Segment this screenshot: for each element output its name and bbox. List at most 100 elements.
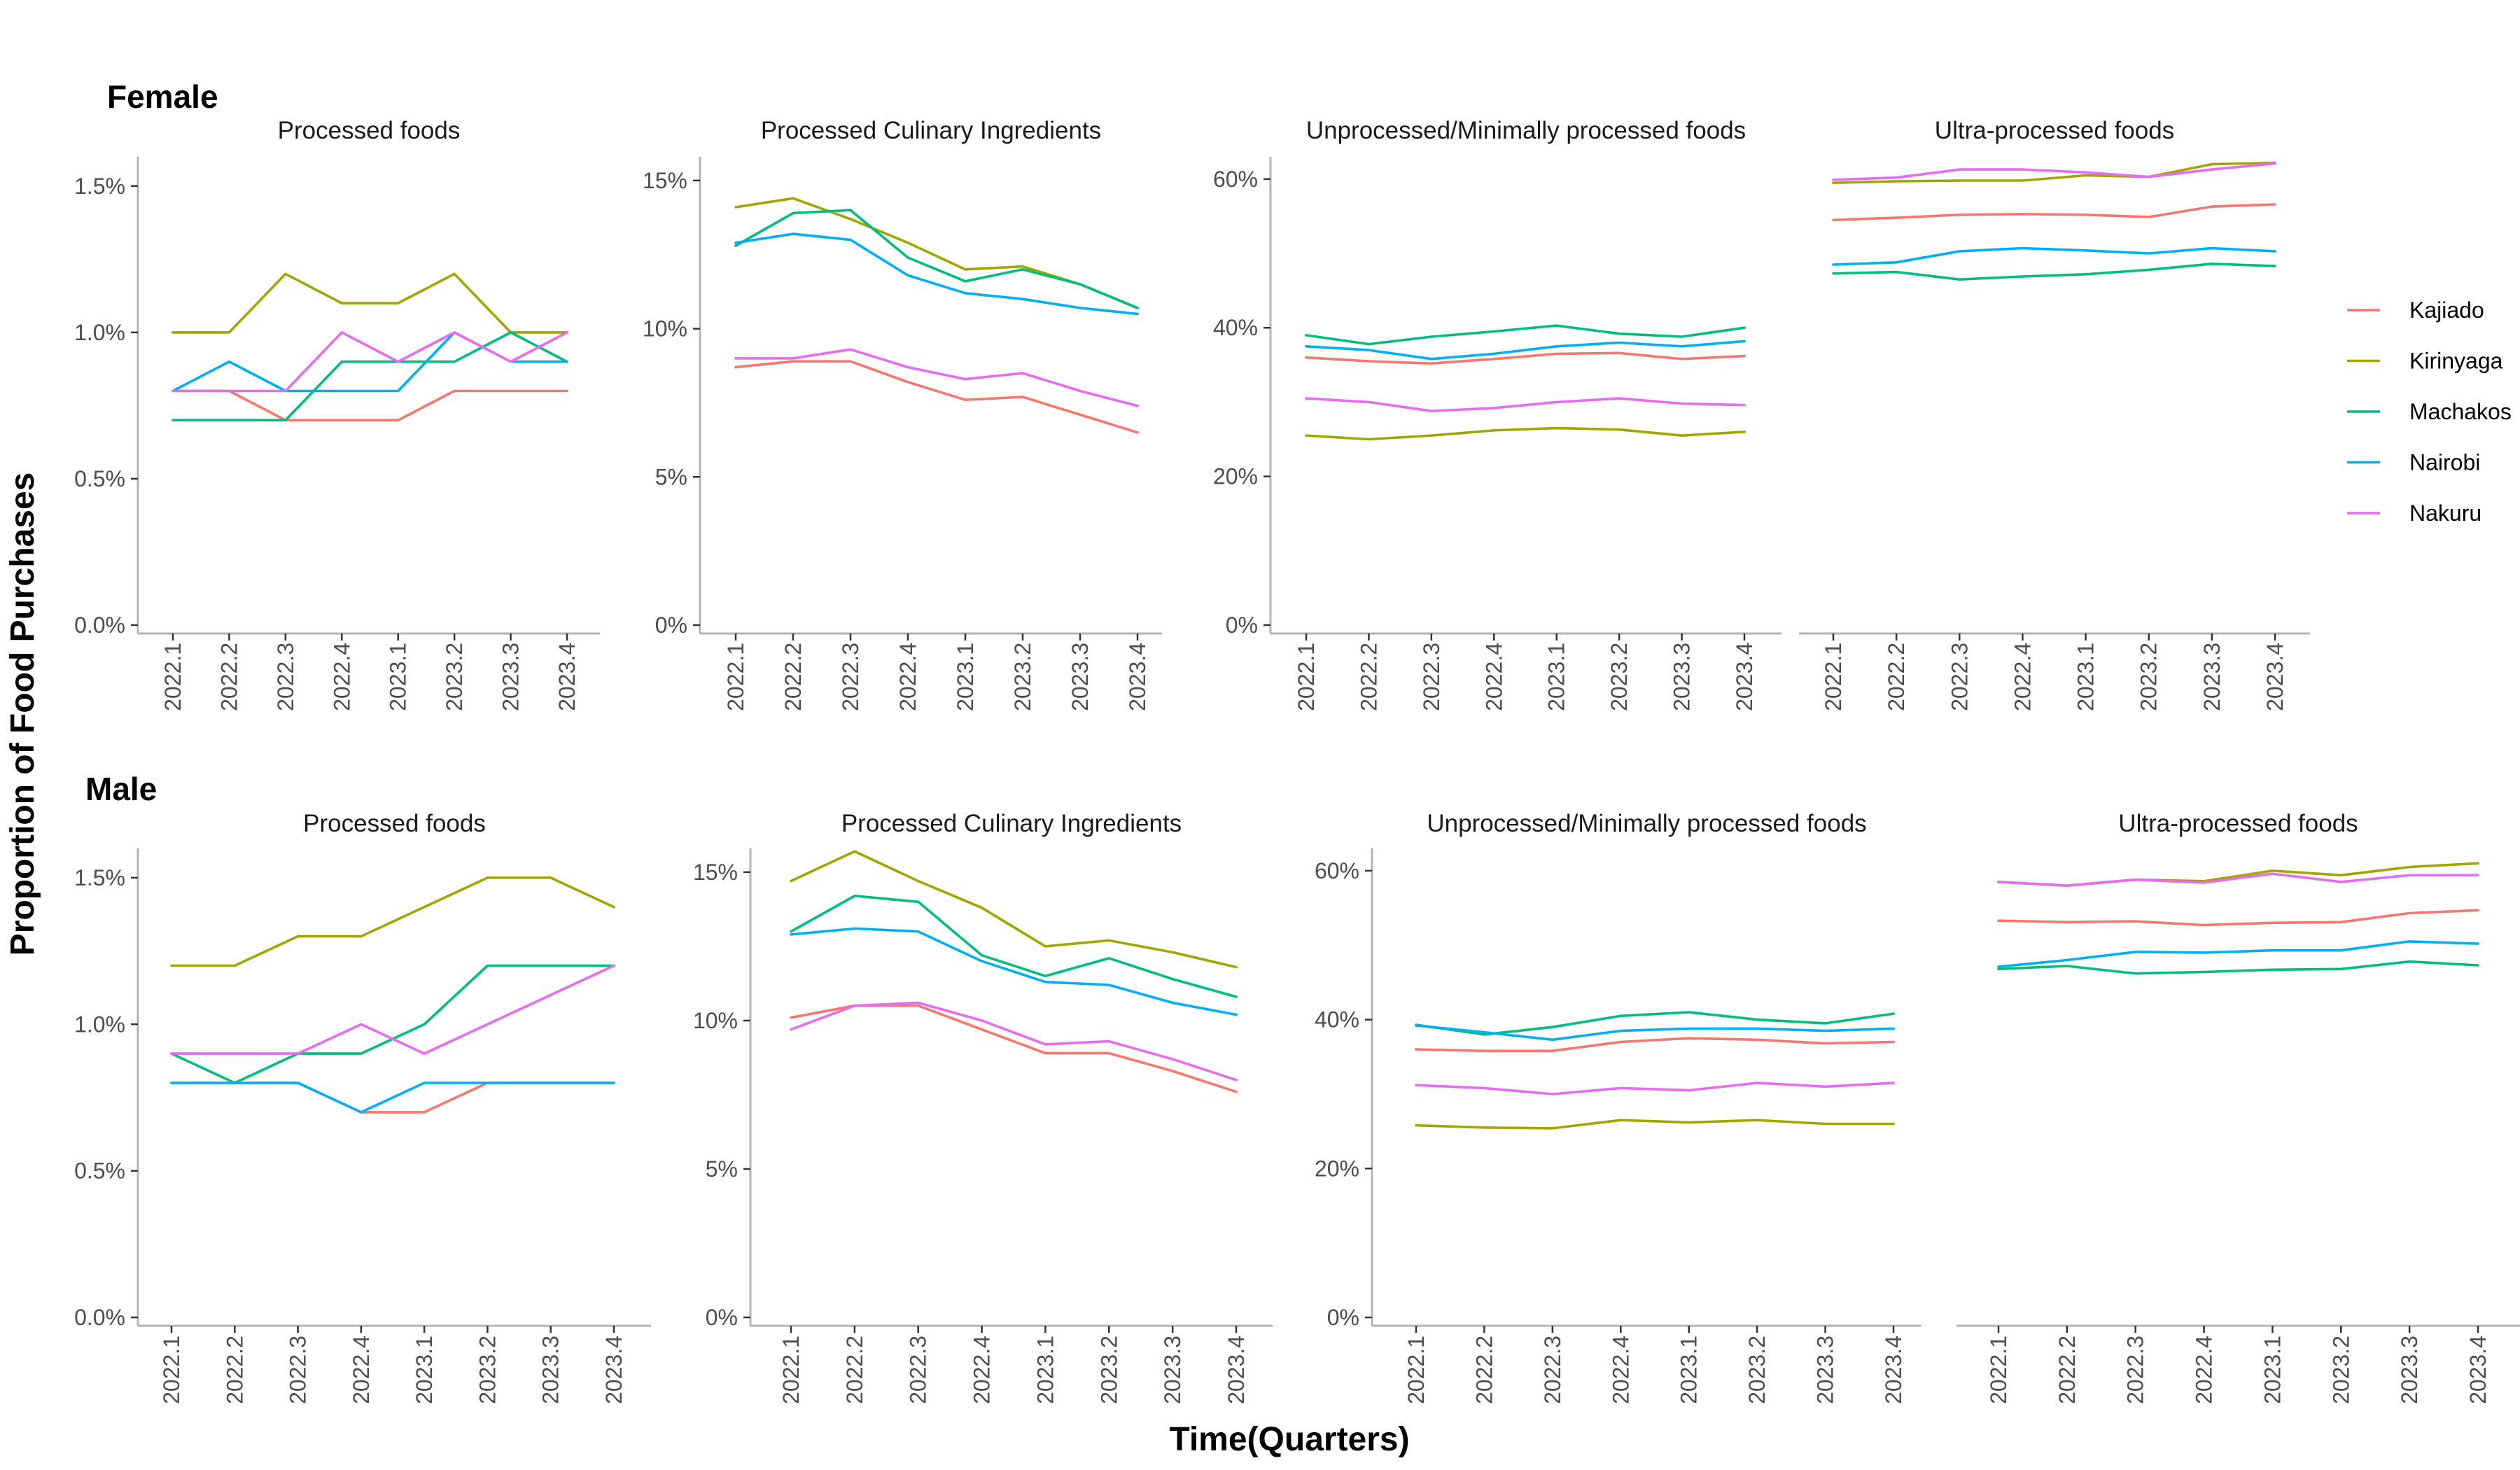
x-tick-label: 2023.2 [1744, 1336, 1770, 1404]
x-tick-label: 2022.3 [1540, 1336, 1565, 1404]
panel-female-2: Processed Culinary Ingredients 0% 5% 10% 15%… [643, 117, 1162, 711]
panel-title: Processed foods [278, 117, 461, 144]
legend-label-kajiado: Kajiado [2409, 298, 2484, 323]
x-tick-label: 2023.2 [1096, 1336, 1121, 1404]
x-tick-label: 2022.3 [1419, 643, 1444, 711]
x-tick-label: 2022.3 [906, 1336, 931, 1404]
x-tick-label: 2022.1 [1986, 1336, 2011, 1404]
series-line-kajiado [734, 360, 1139, 434]
x-tick-label: 2023.2 [1606, 643, 1632, 711]
x-tick-label: 2022.3 [2123, 1336, 2148, 1404]
x-tick-label: 2022.2 [780, 643, 806, 711]
y-tick-label: 1.5% [74, 865, 125, 890]
x-tick-label: 2022.4 [2010, 643, 2035, 711]
series-line-nakuru [170, 964, 615, 1055]
group-label-female: Female [107, 78, 218, 115]
x-tick-label: 2022.2 [842, 1336, 867, 1404]
series-line-nairobi [1415, 1024, 1895, 1042]
y-tick-label: 0% [706, 1305, 738, 1330]
x-tick-label: 2023.2 [2328, 1336, 2353, 1404]
series-line-kirinyaga [1415, 1119, 1895, 1130]
y-tick-label: 40% [1315, 1007, 1359, 1032]
x-tick-label: 2023.1 [953, 643, 978, 711]
y-tick-label: 10% [693, 1008, 738, 1033]
x-tick-label: 2022.1 [778, 1336, 804, 1404]
x-tick-label: 2022.2 [1884, 643, 1909, 711]
panel-female-1: Processed foods 0.0% 0.5% 1.0% 1.5% 2022.1 202… [74, 117, 600, 711]
series-line-nakuru [1832, 162, 2276, 181]
series-line-kirinyaga [172, 272, 568, 334]
panel-title: Ultra-processed foods [1935, 117, 2174, 144]
panel-male-2: Processed Culinary Ingredients 0% 5% 10% 15%… [693, 810, 1273, 1404]
x-tick-label: 2023.3 [498, 643, 524, 711]
panel-title: Processed foods [303, 810, 486, 837]
panel-female-4: Ultra-processed foods 2022.1 2022.2 2022.3 2… [1799, 117, 2310, 711]
y-tick-label: 0.5% [74, 1158, 125, 1184]
series-line-nakuru [1415, 1082, 1895, 1096]
x-tick-label: 2023.2 [2136, 643, 2162, 711]
legend-label-nairobi: Nairobi [2409, 450, 2480, 475]
y-tick-label: 15% [693, 860, 738, 885]
x-tick-label: 2023.1 [1676, 1336, 1702, 1404]
x-axis-title: Time(Quarters) [1169, 1421, 1409, 1458]
x-tick-label: 2022.3 [1947, 643, 1972, 711]
y-tick-label: 15% [643, 168, 687, 193]
group-label-male: Male [85, 771, 157, 807]
series-line-nairobi [1832, 246, 2276, 266]
x-tick-label: 2023.2 [442, 643, 467, 711]
y-tick-label: 0.0% [74, 612, 125, 638]
y-tick-label: 1.0% [74, 1011, 125, 1037]
series-line-kajiado [1415, 1037, 1895, 1053]
x-tick-label: 2022.2 [222, 1336, 247, 1404]
x-tick-label: 2022.4 [349, 1336, 374, 1404]
x-tick-label: 2022.3 [838, 643, 863, 711]
x-tick-label: 2023.4 [1224, 1336, 1249, 1404]
series-line-nairobi [734, 232, 1139, 316]
legend-label-nakuru: Nakuru [2409, 500, 2482, 526]
y-tick-label: 0% [655, 612, 687, 638]
y-tick-label: 0% [1226, 612, 1258, 638]
x-tick-label: 2023.4 [554, 643, 580, 711]
x-tick-label: 2023.3 [1068, 643, 1093, 711]
x-tick-label: 2023.3 [1813, 1336, 1838, 1404]
y-axis-title: Proportion of Food Purchases [4, 472, 41, 956]
x-tick-label: 2023.4 [601, 1336, 626, 1404]
series-line-machakos [172, 331, 568, 422]
series-line-kirinyaga [1832, 161, 2276, 185]
x-tick-label: 2022.1 [1821, 643, 1846, 711]
x-tick-label: 2022.1 [1294, 643, 1319, 711]
series-line-kajiado [1305, 351, 1746, 365]
series-line-kirinyaga [170, 876, 615, 967]
series-line-nairobi [170, 1082, 615, 1114]
series-line-machakos [734, 209, 1139, 309]
x-tick-label: 2023.3 [2199, 643, 2225, 711]
legend-label-machakos: Machakos [2409, 399, 2512, 424]
series-line-machakos [790, 895, 1238, 998]
series-line-kirinyaga [734, 197, 1139, 309]
series-line-kirinyaga [1305, 426, 1746, 441]
y-tick-label: 60% [1213, 167, 1258, 192]
y-tick-label: 5% [706, 1156, 738, 1182]
x-tick-label: 2023.4 [2262, 643, 2288, 711]
x-tick-label: 2022.2 [216, 643, 241, 711]
x-tick-label: 2022.4 [1608, 1336, 1633, 1404]
y-tick-label: 10% [643, 316, 687, 342]
series-line-kirinyaga [790, 850, 1238, 969]
y-tick-label: 0.0% [74, 1305, 125, 1330]
x-tick-label: 2023.1 [1544, 643, 1569, 711]
series-line-machakos [1997, 960, 2479, 975]
panels: Processed foods 0.0% 0.5% 1.0% 1.5% 2022.1 202… [74, 117, 2520, 1404]
y-tick-label: 0.5% [74, 466, 125, 491]
panel-male-3: Unprocessed/Minimally processed foods 0% 2… [1315, 810, 1921, 1404]
y-tick-label: 60% [1315, 858, 1359, 883]
series-line-nakuru [790, 1001, 1238, 1082]
panel-title: Processed Culinary Ingredients [841, 810, 1182, 837]
panel-female-3: Unprocessed/Minimally processed foods 0% 2… [1213, 117, 1782, 711]
x-tick-label: 2022.4 [2192, 1336, 2217, 1404]
x-tick-label: 2023.1 [1032, 1336, 1058, 1404]
x-tick-label: 2022.1 [723, 643, 748, 711]
x-tick-label: 2022.4 [895, 643, 920, 711]
panel-male-1: Processed foods 0.0% 0.5% 1.0% 1.5% 2022.1 202… [74, 810, 651, 1404]
x-tick-label: 2023.2 [475, 1336, 500, 1404]
